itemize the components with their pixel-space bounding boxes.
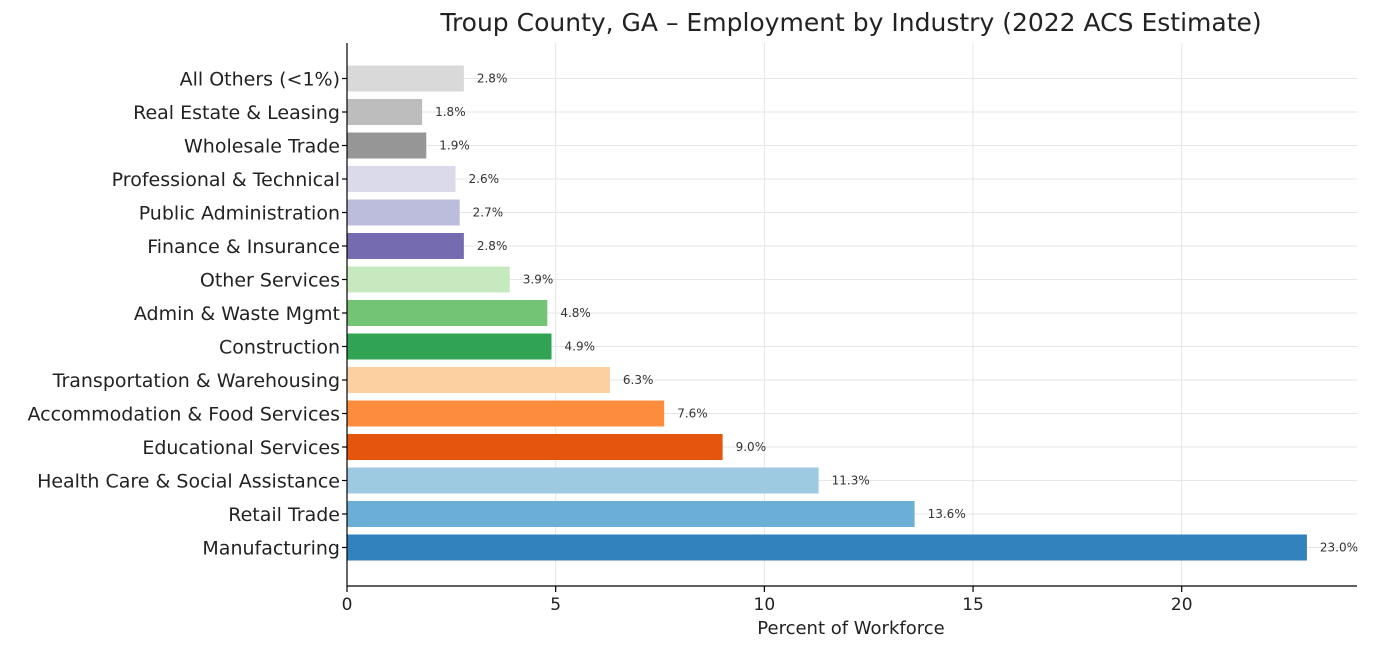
category-label: Manufacturing — [202, 538, 340, 560]
value-label: 1.9% — [439, 139, 470, 153]
x-tick-label: 15 — [962, 595, 984, 615]
category-label: Retail Trade — [228, 504, 340, 526]
bar — [347, 199, 460, 226]
bar — [347, 434, 723, 460]
category-label: Construction — [219, 337, 340, 359]
bar — [347, 65, 464, 92]
category-label: Educational Services — [142, 437, 340, 459]
value-label: 13.6% — [928, 507, 966, 521]
category-label: Professional & Technical — [112, 169, 340, 191]
x-tick-label: 0 — [342, 595, 353, 615]
value-label: 23.0% — [1320, 541, 1358, 555]
bar — [347, 166, 456, 192]
bar — [347, 467, 819, 494]
bar — [347, 534, 1307, 561]
bar — [347, 266, 510, 293]
bar — [347, 333, 552, 360]
x-tick-label: 5 — [550, 595, 561, 615]
category-label: Transportation & Warehousing — [52, 370, 340, 392]
bar — [347, 132, 427, 159]
value-label: 1.8% — [435, 105, 466, 119]
x-tick-label: 10 — [754, 595, 776, 615]
category-label: Real Estate & Leasing — [133, 102, 340, 124]
axes — [342, 43, 1357, 592]
value-label: 7.6% — [677, 407, 708, 421]
bar — [347, 233, 464, 259]
chart-title: Troup County, GA – Employment by Industr… — [439, 8, 1261, 37]
category-label: Other Services — [200, 270, 340, 292]
x-axis-label: Percent of Workforce — [757, 618, 944, 639]
bar — [347, 501, 915, 527]
value-label: 2.8% — [477, 239, 508, 253]
value-label: 11.3% — [832, 474, 870, 488]
value-label: 2.6% — [469, 172, 500, 186]
category-label: Wholesale Trade — [184, 136, 340, 158]
bar — [347, 400, 665, 427]
value-label: 2.8% — [477, 72, 508, 86]
category-label: Public Administration — [139, 203, 340, 225]
value-label: 2.7% — [473, 206, 504, 220]
value-label: 3.9% — [523, 273, 554, 287]
category-label: Accommodation & Food Services — [27, 404, 340, 426]
value-label: 4.8% — [560, 306, 591, 320]
category-label: Health Care & Social Assistance — [37, 471, 340, 493]
value-label: 6.3% — [623, 373, 654, 387]
category-label: All Others (<1%) — [180, 69, 340, 91]
category-label: Finance & Insurance — [147, 236, 340, 258]
labels: 0 5 10 15 20 Manufacturing 23.0% Retail Trade 13… — [27, 69, 1358, 616]
value-label: 9.0% — [736, 440, 767, 454]
bar — [347, 367, 610, 393]
bar — [347, 99, 423, 125]
category-label: Admin & Waste Mgmt — [134, 303, 340, 325]
bar — [347, 300, 548, 326]
value-label: 4.9% — [565, 340, 596, 354]
bars — [347, 65, 1307, 561]
x-tick-label: 20 — [1171, 595, 1193, 615]
